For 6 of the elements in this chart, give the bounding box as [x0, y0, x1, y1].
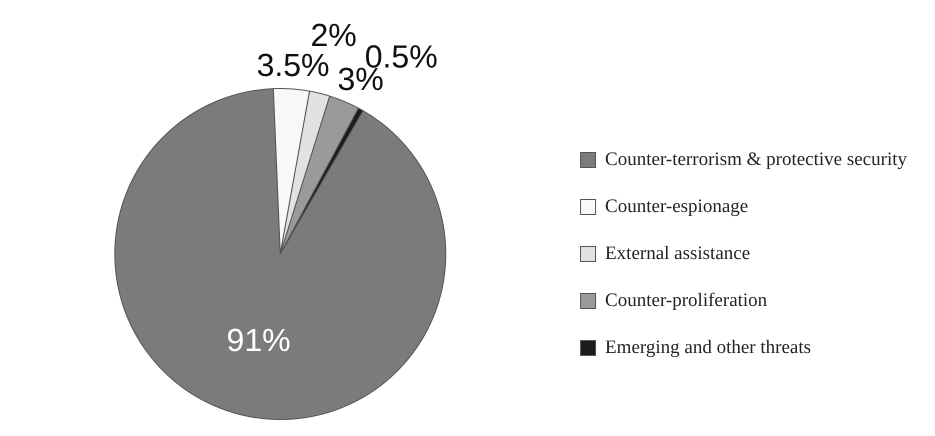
legend-label: Counter-espionage	[605, 196, 748, 217]
legend-label: Counter-terrorism & protective security	[605, 148, 908, 170]
data-label: 91%	[226, 322, 291, 358]
legend-label: Emerging and other threats	[605, 336, 812, 358]
legend-label: Counter-proliferation	[605, 290, 768, 311]
legend-label: External assistance	[605, 242, 750, 264]
